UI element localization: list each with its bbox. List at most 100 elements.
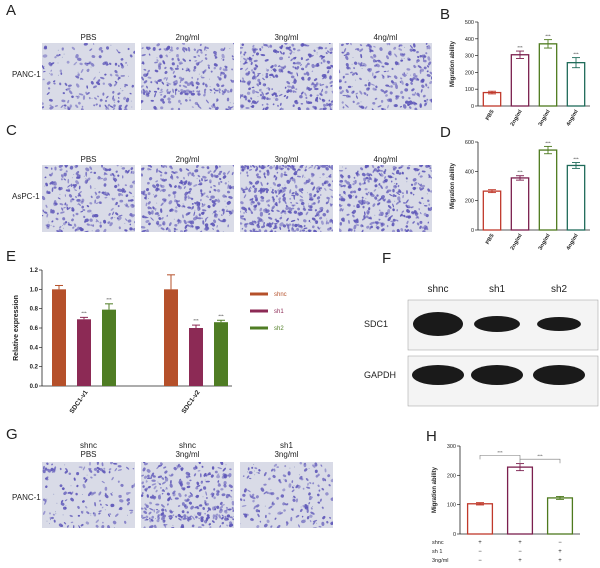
cell-texture — [42, 462, 135, 528]
cell — [218, 77, 222, 81]
condition-mark: − — [478, 558, 482, 564]
cell — [43, 510, 46, 515]
cell — [200, 178, 204, 182]
cell — [391, 222, 395, 227]
cell — [206, 503, 209, 506]
cell — [326, 66, 332, 70]
cell — [365, 215, 369, 219]
pore — [56, 502, 58, 504]
cell — [141, 90, 143, 94]
cell — [199, 230, 203, 232]
cell — [279, 167, 283, 171]
pore — [426, 100, 428, 102]
cell — [398, 166, 403, 169]
cell — [178, 492, 182, 498]
cell — [396, 228, 400, 232]
cell — [128, 492, 131, 494]
cell — [205, 497, 208, 499]
cell — [339, 194, 342, 196]
cell — [206, 514, 210, 517]
cell — [419, 220, 423, 224]
cell — [211, 105, 214, 109]
cell — [89, 218, 93, 222]
cell — [170, 526, 175, 528]
cell — [302, 504, 305, 508]
cell — [104, 104, 107, 108]
pore — [212, 506, 214, 508]
pore — [262, 74, 264, 76]
cell — [253, 189, 257, 193]
cell — [84, 230, 89, 232]
cell — [178, 84, 182, 87]
cell — [150, 217, 154, 221]
pore — [55, 513, 57, 515]
cell — [377, 199, 380, 202]
cell — [228, 484, 233, 488]
cell — [185, 475, 189, 479]
cell — [154, 80, 157, 84]
cell — [198, 462, 201, 465]
cell — [172, 88, 175, 93]
cell — [246, 174, 249, 177]
cell — [383, 90, 388, 94]
pore — [205, 520, 207, 522]
cell — [410, 191, 413, 195]
y-tick-label: 400 — [465, 37, 474, 43]
cell — [216, 489, 220, 494]
cell — [358, 105, 363, 109]
cell — [308, 205, 313, 209]
cell — [141, 76, 144, 81]
cell — [204, 500, 207, 503]
cell — [402, 104, 407, 109]
cell — [184, 494, 187, 497]
cell — [147, 206, 151, 210]
cell — [51, 463, 54, 466]
cell — [386, 200, 392, 204]
cell — [45, 182, 48, 187]
cell — [323, 75, 327, 79]
cell — [63, 107, 67, 109]
pore — [422, 56, 424, 58]
cell — [211, 520, 215, 523]
cell — [87, 177, 91, 181]
cell — [61, 48, 64, 51]
cell — [202, 507, 206, 510]
cell — [63, 206, 66, 209]
cell — [47, 191, 51, 195]
cell — [86, 68, 90, 73]
cell — [227, 508, 232, 511]
cell — [84, 62, 87, 65]
cell — [272, 227, 278, 230]
cell — [242, 475, 245, 477]
cell — [142, 167, 145, 170]
cell — [299, 198, 304, 202]
pore — [233, 516, 234, 518]
cell — [228, 196, 230, 198]
cell — [199, 504, 203, 507]
cell — [262, 96, 266, 100]
cell — [92, 43, 95, 45]
cell — [281, 210, 287, 213]
cell — [148, 53, 151, 56]
cell — [179, 478, 182, 481]
cell — [287, 471, 291, 476]
cell — [400, 59, 404, 62]
protein-band — [474, 316, 520, 332]
cell — [339, 222, 343, 226]
cell — [161, 504, 165, 508]
cell — [399, 81, 402, 84]
cell — [378, 197, 383, 201]
cell — [240, 95, 242, 99]
cell — [181, 502, 185, 506]
pore — [59, 193, 61, 195]
cell — [221, 514, 224, 517]
pore — [302, 67, 304, 69]
cell — [284, 465, 287, 468]
cell — [348, 227, 352, 232]
cell — [54, 166, 57, 171]
cell — [77, 73, 80, 77]
cell — [369, 217, 373, 220]
cell — [93, 213, 99, 218]
cell — [267, 204, 270, 207]
cell — [188, 182, 192, 186]
